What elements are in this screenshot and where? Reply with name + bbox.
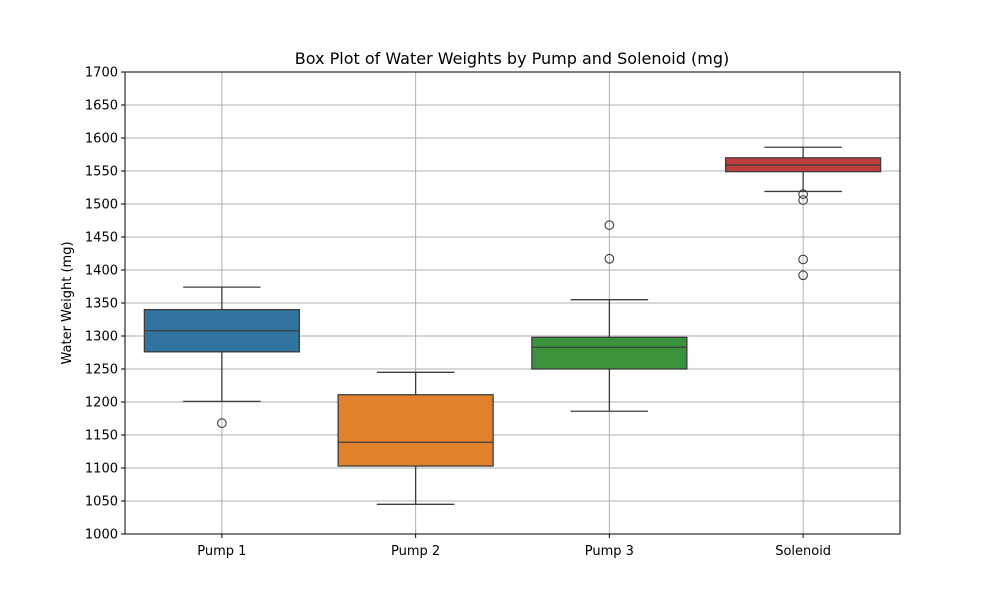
axes: 1000 1050 1100 1150 1200 1250 1300 1350 1400 1450… [85,66,831,560]
y-tick-label: 1550 [85,165,118,180]
box-pump-2 [337,371,494,505]
chart-title: Box Plot of Water Weights by Pump and So… [295,49,729,68]
iqr-box [531,336,688,370]
plot-frame [124,71,901,535]
y-tick-label: 1300 [85,330,118,345]
y-tick-label: 1350 [85,297,118,312]
y-tick-label: 1000 [85,528,118,543]
grid [125,71,900,535]
boxes [143,146,882,505]
outlier-point [604,253,615,264]
y-tick-label: 1400 [85,264,118,279]
outlier-point [798,189,808,199]
y-tick-label: 1700 [85,66,118,81]
outlier-point [798,254,808,265]
iqr-box [337,394,494,467]
y-tick-label: 1650 [85,99,118,114]
outlier-point [217,418,227,428]
y-tick-label: 1150 [85,429,118,444]
outlier-point [604,220,615,230]
y-axis-label: Water Weight (mg) [60,241,75,364]
y-tick-label: 1250 [85,363,118,378]
y-tick-label: 1600 [85,132,118,147]
y-tick-label: 1050 [85,495,118,510]
x-tick-label: Pump 1 [197,544,246,559]
box-pump-1 [143,286,301,428]
y-tick-label: 1450 [85,231,118,246]
y-tick-label: 1500 [85,198,118,213]
y-tick-label: 1200 [85,396,118,411]
box-pump-3 [531,220,688,412]
outlier-point [798,270,808,281]
outlier-point [798,195,808,205]
x-tick-label: Pump 2 [391,544,440,559]
y-tick-label: 1100 [85,462,118,477]
x-tick-label: Pump 3 [585,544,634,559]
x-tick-label: Solenoid [775,544,831,559]
box-solenoid [724,146,882,281]
